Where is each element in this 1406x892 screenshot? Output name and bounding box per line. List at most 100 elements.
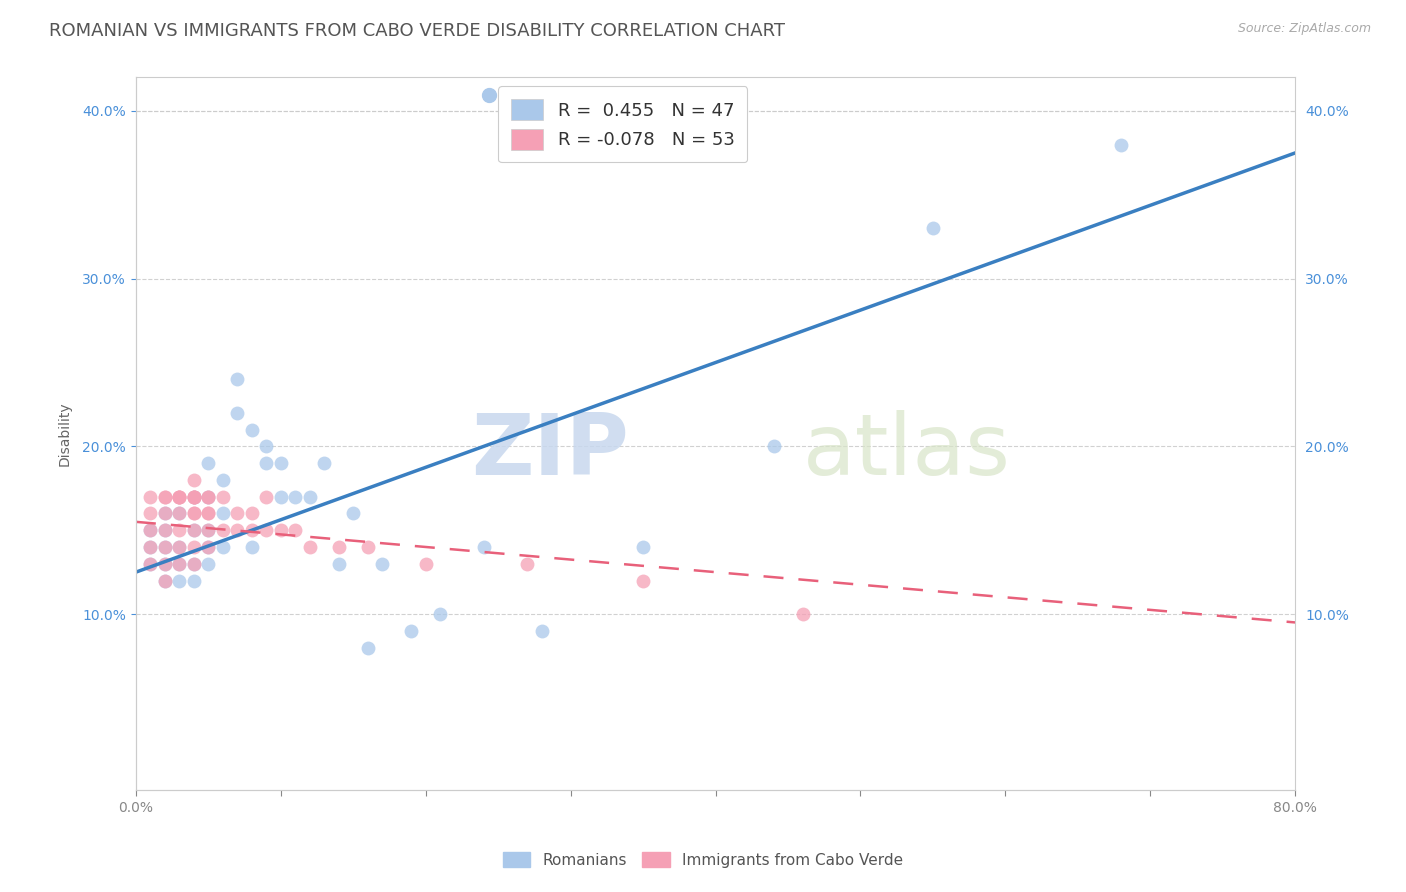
Point — [792, 607, 814, 621]
Point — [139, 540, 162, 554]
Point — [183, 540, 205, 554]
Point — [153, 540, 176, 554]
Point — [169, 490, 191, 504]
Point — [139, 490, 162, 504]
Point — [472, 540, 495, 554]
Point — [240, 523, 263, 537]
Point — [284, 523, 307, 537]
Y-axis label: Disability: Disability — [58, 401, 72, 467]
Point — [139, 523, 162, 537]
Point — [153, 540, 176, 554]
Point — [254, 523, 277, 537]
Point — [183, 490, 205, 504]
Text: ROMANIAN VS IMMIGRANTS FROM CABO VERDE DISABILITY CORRELATION CHART: ROMANIAN VS IMMIGRANTS FROM CABO VERDE D… — [49, 22, 785, 40]
Point — [270, 490, 292, 504]
Point — [153, 557, 176, 571]
Point — [183, 557, 205, 571]
Point — [169, 490, 191, 504]
Point — [169, 557, 191, 571]
Point — [357, 540, 380, 554]
Point — [183, 490, 205, 504]
Point — [153, 507, 176, 521]
Point — [153, 574, 176, 588]
Point — [139, 540, 162, 554]
Point — [240, 507, 263, 521]
Point — [153, 523, 176, 537]
Point — [183, 490, 205, 504]
Text: atlas: atlas — [803, 410, 1011, 493]
Point — [254, 456, 277, 470]
Point — [298, 490, 321, 504]
Point — [153, 507, 176, 521]
Point — [211, 473, 233, 487]
Point — [153, 523, 176, 537]
Point — [415, 557, 437, 571]
Point — [183, 557, 205, 571]
Legend: Romanians, Immigrants from Cabo Verde: Romanians, Immigrants from Cabo Verde — [496, 846, 910, 873]
Point — [211, 523, 233, 537]
Point — [197, 507, 219, 521]
Point — [153, 557, 176, 571]
Point — [153, 490, 176, 504]
Point — [357, 640, 380, 655]
Point — [169, 507, 191, 521]
Point — [211, 507, 233, 521]
Point — [153, 574, 176, 588]
Point — [169, 557, 191, 571]
Point — [139, 557, 162, 571]
Point — [183, 574, 205, 588]
Point — [169, 490, 191, 504]
Point — [240, 540, 263, 554]
Text: Source: ZipAtlas.com: Source: ZipAtlas.com — [1237, 22, 1371, 36]
Point — [183, 523, 205, 537]
Point — [270, 456, 292, 470]
Point — [197, 540, 219, 554]
Point — [197, 523, 219, 537]
Point — [314, 456, 336, 470]
Point — [197, 490, 219, 504]
Point — [197, 523, 219, 537]
Point — [169, 540, 191, 554]
Point — [226, 507, 249, 521]
Point — [516, 557, 538, 571]
Point — [270, 523, 292, 537]
Point — [226, 372, 249, 386]
Point — [342, 507, 364, 521]
Point — [183, 523, 205, 537]
Point — [169, 490, 191, 504]
Point — [328, 540, 350, 554]
Point — [631, 540, 654, 554]
Point — [254, 439, 277, 453]
Point — [211, 540, 233, 554]
Point — [530, 624, 553, 638]
Point — [139, 507, 162, 521]
Point — [399, 624, 422, 638]
Point — [197, 557, 219, 571]
Point — [169, 523, 191, 537]
Point — [197, 507, 219, 521]
Point — [183, 507, 205, 521]
Point — [197, 490, 219, 504]
Point — [183, 490, 205, 504]
Point — [183, 473, 205, 487]
Point — [328, 557, 350, 571]
Text: ZIP: ZIP — [471, 410, 628, 493]
Point — [298, 540, 321, 554]
Point — [226, 406, 249, 420]
Point — [284, 490, 307, 504]
Point — [183, 490, 205, 504]
Point — [169, 507, 191, 521]
Point — [197, 456, 219, 470]
Point — [240, 423, 263, 437]
Point — [211, 490, 233, 504]
Point — [139, 557, 162, 571]
Point — [197, 490, 219, 504]
Point — [371, 557, 394, 571]
Legend: R =  0.455   N = 47, R = -0.078   N = 53: R = 0.455 N = 47, R = -0.078 N = 53 — [498, 87, 748, 162]
Point — [169, 540, 191, 554]
Point — [922, 221, 945, 235]
Point — [197, 540, 219, 554]
Point — [183, 507, 205, 521]
Point — [631, 574, 654, 588]
Point — [429, 607, 451, 621]
